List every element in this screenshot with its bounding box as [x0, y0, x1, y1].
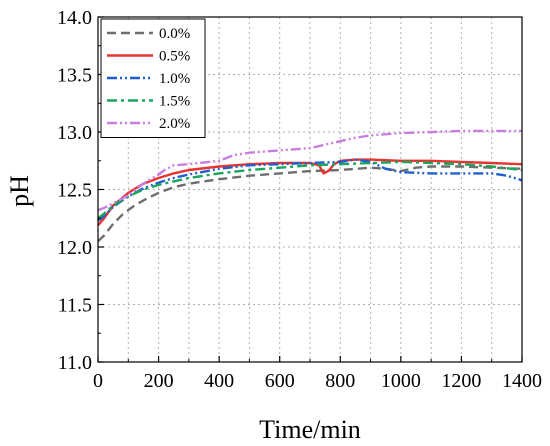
- y-tick-label-6: 14.0: [57, 7, 92, 29]
- x-tick-label-0: 0: [93, 370, 103, 392]
- series-line-4: [97, 129, 522, 212]
- x-tick-label-7: 1400: [502, 370, 542, 392]
- x-tick-label-3: 600: [265, 370, 295, 392]
- legend-label-0: 0.0%: [159, 26, 190, 42]
- x-tick-label-5: 1000: [381, 370, 421, 392]
- x-tick-label-4: 800: [325, 370, 355, 392]
- y-axis-title: pH: [5, 175, 34, 207]
- legend-label-4: 2.0%: [159, 116, 190, 132]
- x-tick-label-1: 200: [144, 370, 174, 392]
- y-tick-label-5: 13.5: [57, 65, 92, 87]
- legend: 0.0% 0.5% 1.0% 1.5% 2.0%: [100, 18, 206, 138]
- x-tick-label-2: 400: [204, 370, 234, 392]
- y-tick-label-1: 11.5: [58, 295, 92, 317]
- legend-box: [100, 18, 206, 138]
- series-lines: [97, 129, 523, 243]
- y-tick-label-0: 11.0: [58, 352, 92, 374]
- y-tick-label-3: 12.5: [57, 180, 92, 202]
- x-tick-label-6: 1200: [441, 370, 481, 392]
- y-tick-label-4: 13.0: [57, 122, 92, 144]
- legend-label-2: 1.0%: [159, 71, 190, 87]
- axis-ticks: 0 200 400 600 800 1000 1200 1400 11.0 11.5 12.0 12.…: [57, 7, 542, 392]
- legend-label-3: 1.5%: [159, 94, 190, 110]
- x-axis-title: Time/min: [259, 415, 361, 444]
- series-line-0: [97, 165, 523, 243]
- series-line-3: [97, 160, 523, 220]
- legend-label-1: 0.5%: [159, 49, 190, 65]
- y-tick-label-2: 12.0: [57, 237, 92, 259]
